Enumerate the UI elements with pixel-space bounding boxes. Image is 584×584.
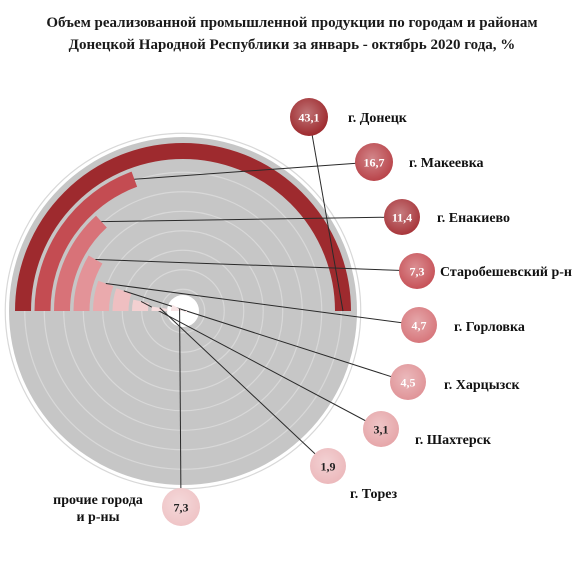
category-label-г-торез: г. Торез [350,487,397,502]
leader-line-г-харцызск [123,290,409,383]
leader-line-г-енакиево [101,216,403,223]
value-label-г-донецк: 43,1 [299,111,320,125]
bar-г-макеевка [34,171,138,312]
bar-г-харцызск [112,288,132,312]
leader-line-г-шахтерск [140,300,382,430]
value-label-г-макеевка: 16,7 [364,156,385,170]
value-bubble-highlight [363,411,399,447]
ring-line [82,210,284,412]
value-label-прочие-города-и-р-ны: 7,3 [174,501,189,515]
value-label-г-шахтерск: 3,1 [374,423,389,437]
bar-старобешевский-р-н [73,255,103,312]
leader-line-г-донецк [308,116,344,312]
chart-title: Объем реализованной промышленной продукц… [0,12,584,56]
category-label-г-макеевка: г. Макеевка [409,156,484,171]
background-disc [9,137,357,485]
value-bubble-highlight [355,143,393,181]
value-bubble-highlight [290,98,328,136]
category-label-прочие-города-и-р-ны: прочие города и р-ны [53,493,143,525]
category-label-г-енакиево: г. Енакиево [437,211,510,226]
category-label-старобешевский-р-н: Старобешевский р-н [440,265,572,280]
category-label-г-горловка: г. Горловка [454,320,525,335]
value-label-старобешевский-р-н: 7,3 [410,265,425,279]
category-label-г-донецк: г. Донецк [348,111,408,126]
bar-г-енакиево [54,215,107,312]
chart-title-line-2: Донецкой Народной Республики за январь -… [68,37,516,53]
leader-line-г-горловка [105,283,420,326]
value-label-г-харцызск: 4,5 [401,376,416,390]
value-bubble-highlight [310,448,346,484]
chart-title-line-1: Объем реализованной промышленной продукц… [46,15,538,31]
value-bubble-highlight [390,364,426,400]
category-label-г-харцызск: г. Харцызск [444,378,521,393]
bar-г-шахтерск [131,299,149,312]
bar-г-горловка [93,280,114,312]
value-label-г-енакиево: 11,4 [392,211,412,225]
ring-line [141,269,225,353]
value-label-г-горловка: 4,7 [412,319,427,333]
leader-line-старобешевский-р-н [95,259,418,272]
ring-line [121,249,245,373]
bar-г-донецк [15,143,351,312]
value-bubble-highlight [162,488,200,526]
value-bubble-highlight [384,199,420,235]
leader-line-прочие-города-и-р-ны [179,308,182,508]
leader-line-г-торез [159,307,329,467]
value-bubble-highlight [399,253,435,289]
value-bubble-highlight [401,307,437,343]
leader-line-г-макеевка [134,161,375,180]
value-label-г-торез: 1,9 [321,460,336,474]
category-label-г-шахтерск: г. Шахтерск [415,433,492,448]
